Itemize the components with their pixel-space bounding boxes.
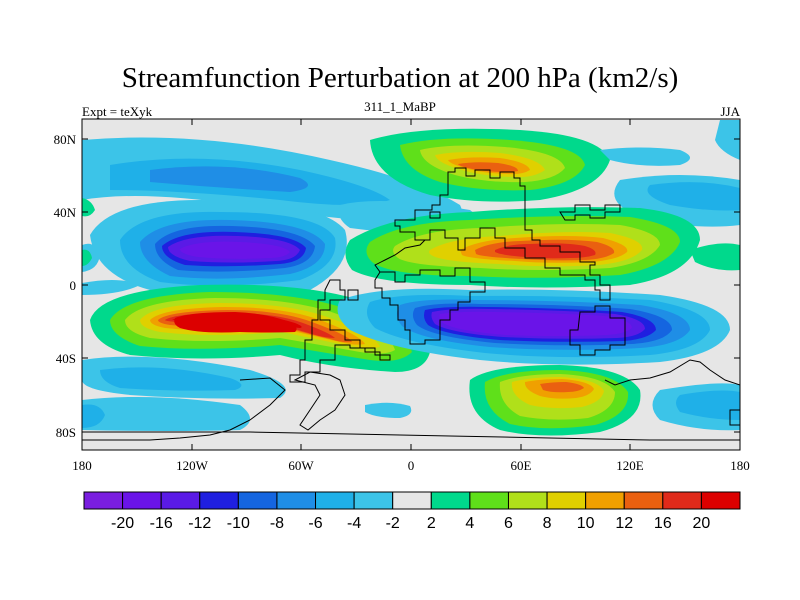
- lat-label: 0: [70, 278, 77, 293]
- colorbar-box: [623, 491, 664, 510]
- negative-anomaly-indian-ocean: [337, 288, 730, 365]
- positive-anomaly-south-pacific: [90, 284, 430, 372]
- colorbar-label: -4: [347, 515, 361, 532]
- colorbar-box: [469, 491, 509, 510]
- colorbar-label: 6: [504, 515, 513, 532]
- figure-title: Streamfunction Perturbation at 200 hPa (…: [121, 62, 679, 94]
- colorbar-label: 4: [465, 515, 474, 532]
- colorbar-label: 10: [577, 515, 595, 532]
- colorbar-box: [122, 491, 162, 510]
- lon-label: 60E: [511, 458, 532, 473]
- colorbar-box: [430, 491, 471, 510]
- lon-label: 180: [72, 458, 92, 473]
- lon-label: 120E: [616, 458, 644, 473]
- colorbar-label: -12: [188, 515, 211, 532]
- colorbar-label: -16: [150, 515, 173, 532]
- lon-label: 120W: [176, 458, 209, 473]
- colorbar-label: -10: [227, 515, 250, 532]
- colorbar: -20 -16 -12 -10 -8 -6 -4 -2 2 4 6 8 10 12 16 20: [83, 491, 741, 532]
- colorbar-label: -20: [111, 515, 134, 532]
- colorbar-box: [700, 491, 741, 510]
- negative-anomaly-north-pacific: [90, 200, 347, 295]
- run-label: 311_1_MaBP: [364, 99, 436, 114]
- colorbar-label: 2: [427, 515, 436, 532]
- lat-label: 40S: [56, 351, 76, 366]
- lat-tick-labels: 80N 40N 0 40S 80S: [54, 132, 77, 440]
- colorbar-box: [392, 491, 432, 510]
- colorbar-box: [546, 491, 587, 510]
- lon-label: 60W: [288, 458, 314, 473]
- colorbar-label: -6: [308, 515, 322, 532]
- colorbar-box: [83, 491, 124, 510]
- experiment-label: Expt = teXyk: [82, 104, 153, 119]
- colorbar-label: 16: [654, 515, 672, 532]
- colorbar-box: [507, 491, 548, 510]
- lat-label: 40N: [54, 205, 77, 220]
- lat-label: 80S: [56, 425, 76, 440]
- colorbar-label: 8: [543, 515, 552, 532]
- lon-axis: [81, 119, 741, 450]
- colorbar-box: [237, 491, 278, 510]
- colorbar-box: [276, 491, 317, 510]
- positive-anomaly-eurasia-north: [370, 128, 610, 202]
- colorbar-box: [199, 491, 239, 510]
- colorbar-box: [353, 491, 394, 510]
- positive-anomaly-asia: [345, 207, 700, 288]
- lat-label: 80N: [54, 132, 77, 147]
- season-label: JJA: [720, 104, 740, 119]
- lon-label: 180: [730, 458, 750, 473]
- colorbar-label: -2: [386, 515, 400, 532]
- lon-label: 0: [408, 458, 415, 473]
- colorbar-label: 20: [693, 515, 711, 532]
- colorbar-box: [662, 491, 702, 510]
- contour-field: [82, 119, 740, 450]
- colorbar-label: -8: [270, 515, 284, 532]
- coastlines: [82, 167, 740, 441]
- colorbar-box: [160, 491, 201, 510]
- colorbar-box: [315, 491, 355, 510]
- lat-axis: [82, 138, 740, 433]
- lon-tick-labels: 180 120W 60W 0 60E 120E 180: [72, 458, 750, 473]
- colorbar-label: 12: [615, 515, 633, 532]
- positive-anomaly-southern-ocean: [469, 365, 641, 436]
- colorbar-box: [585, 491, 625, 510]
